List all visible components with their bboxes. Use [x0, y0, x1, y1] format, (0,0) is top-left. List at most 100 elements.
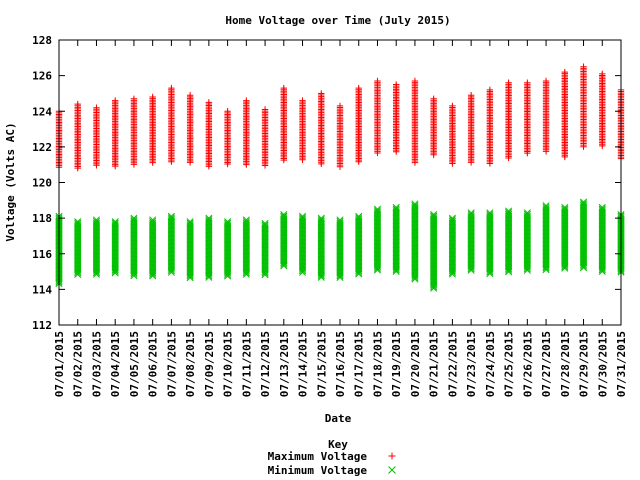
- day-column: [261, 106, 269, 169]
- data-point: [74, 267, 82, 275]
- day-column: [112, 97, 119, 170]
- data-point: [318, 160, 325, 168]
- data-point: [355, 270, 363, 278]
- data-point: [542, 264, 550, 272]
- day-column: [411, 77, 419, 166]
- day-column: [317, 214, 325, 281]
- data-point: [486, 266, 494, 274]
- data-point: [205, 270, 213, 278]
- x-tick-label: 07/18/2015: [371, 331, 384, 397]
- data-point: [205, 163, 213, 170]
- data-point: [411, 272, 419, 280]
- data-point: [449, 160, 456, 167]
- min-voltage-series: [55, 198, 625, 292]
- data-point: [280, 260, 288, 268]
- day-column: [149, 216, 157, 280]
- data-point: [149, 272, 157, 280]
- data-point: [392, 264, 400, 272]
- day-column: [336, 216, 344, 282]
- day-column: [599, 70, 606, 150]
- legend-marker-icon: [388, 452, 396, 460]
- data-point: [74, 164, 81, 172]
- day-column: [242, 216, 250, 278]
- y-tick-label: 122: [32, 141, 52, 154]
- data-point: [149, 269, 157, 277]
- data-point: [336, 273, 344, 282]
- day-column: [598, 203, 606, 275]
- day-column: [505, 79, 512, 162]
- x-tick-label: 07/02/2015: [72, 331, 85, 397]
- data-point: [112, 162, 119, 170]
- day-column: [430, 95, 437, 158]
- data-point: [168, 158, 175, 165]
- day-column: [243, 97, 250, 168]
- day-column: [93, 104, 100, 169]
- day-column: [486, 86, 494, 167]
- y-tick-label: 118: [32, 212, 52, 225]
- data-point: [111, 266, 119, 274]
- y-tick-label: 128: [32, 34, 52, 47]
- data-point: [186, 272, 194, 280]
- data-point: [467, 159, 475, 166]
- data-point: [411, 159, 419, 166]
- data-point: [373, 263, 382, 271]
- data-point: [448, 268, 456, 277]
- max-voltage-series: [55, 63, 625, 172]
- day-column: [92, 216, 101, 278]
- data-point: [467, 263, 475, 271]
- day-column: [561, 203, 569, 272]
- data-point: [411, 275, 419, 283]
- data-point: [542, 262, 550, 271]
- x-tick-label: 07/17/2015: [353, 331, 366, 397]
- data-point: [298, 267, 307, 275]
- data-point: [205, 272, 213, 280]
- legend-marker-icon: [388, 466, 396, 474]
- day-column: [280, 211, 288, 270]
- data-point: [467, 266, 475, 274]
- data-point: [392, 266, 400, 274]
- day-column: [486, 209, 494, 278]
- x-tick-label: 07/03/2015: [90, 331, 103, 397]
- data-point: [299, 156, 306, 163]
- data-point: [224, 272, 232, 280]
- data-point: [523, 266, 531, 274]
- day-column: [280, 84, 287, 164]
- x-axis: 07/01/2015 07/02/2015 07/03/2015 07/04/2015…: [53, 40, 628, 397]
- x-tick-label: 07/07/2015: [165, 331, 178, 397]
- data-point: [486, 268, 494, 276]
- data-point: [542, 266, 550, 274]
- x-tick-label: 07/27/2015: [540, 331, 553, 397]
- data-point: [561, 264, 569, 272]
- data-point: [486, 270, 494, 278]
- data-point: [467, 265, 475, 273]
- data-point: [505, 154, 512, 162]
- data-point: [448, 270, 456, 278]
- data-point: [74, 269, 82, 277]
- day-column: [579, 198, 588, 272]
- plot-frame: [58, 39, 622, 326]
- chart-title: Home Voltage over Time (July 2015): [225, 14, 450, 27]
- data-point: [430, 283, 438, 291]
- x-tick-label: 07/25/2015: [503, 331, 516, 397]
- day-column: [449, 102, 456, 167]
- data-point: [205, 273, 213, 281]
- data-point: [186, 274, 194, 282]
- data-point: [167, 268, 175, 276]
- data-point: [336, 272, 344, 280]
- data-point: [505, 268, 513, 276]
- data-point: [393, 148, 400, 155]
- y-tick-label: 116: [32, 248, 52, 261]
- day-column: [374, 77, 381, 157]
- data-point: [598, 266, 606, 274]
- y-tick-label: 120: [32, 177, 52, 190]
- x-tick-label: 07/08/2015: [184, 331, 197, 397]
- day-column: [467, 92, 475, 166]
- data-point: [93, 162, 100, 169]
- data-point: [317, 273, 325, 281]
- data-point: [317, 272, 325, 280]
- data-point: [130, 272, 138, 280]
- data-point: [224, 270, 232, 279]
- day-column: [298, 212, 307, 276]
- day-column: [130, 214, 138, 280]
- data-point: [280, 156, 287, 164]
